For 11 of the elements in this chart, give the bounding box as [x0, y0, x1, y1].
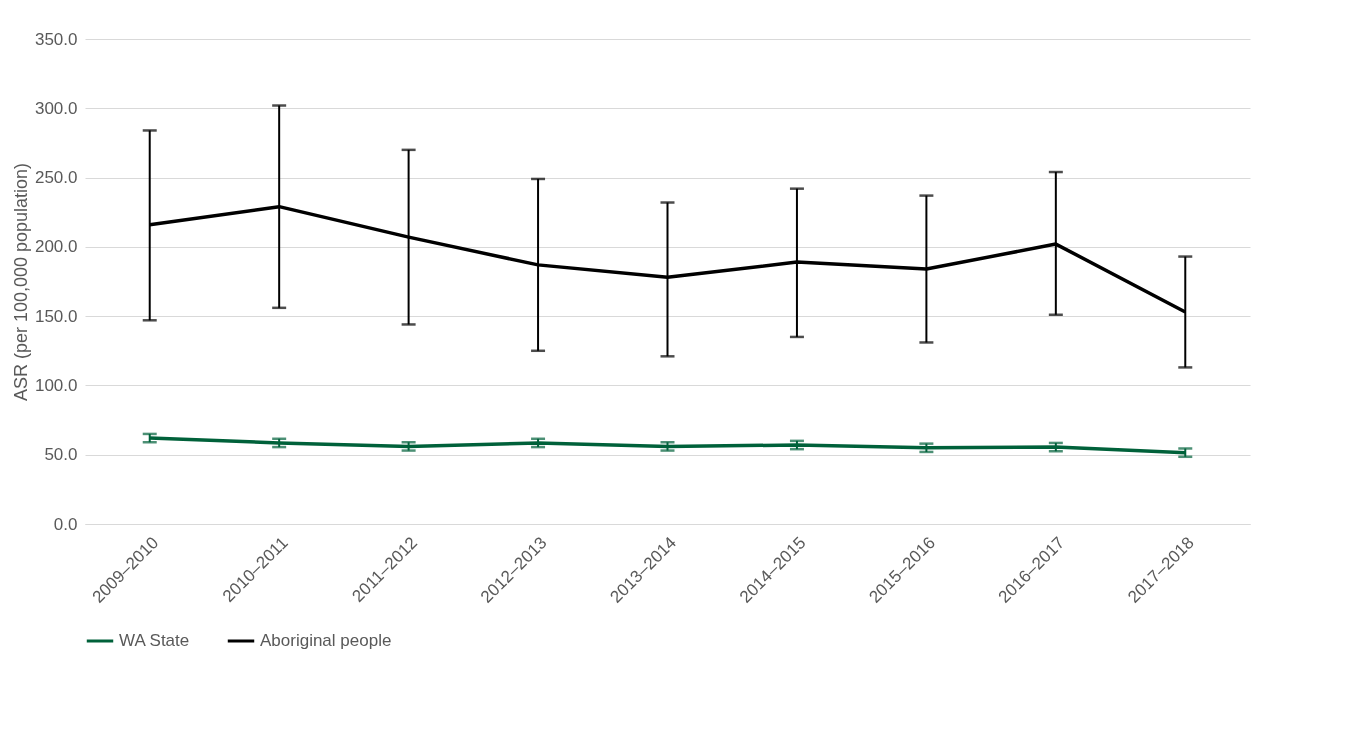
y-tick-label: 300.0 — [34, 98, 78, 118]
legend-label: Aboriginal people — [260, 631, 392, 650]
y-tick-label: 350.0 — [34, 29, 78, 49]
y-tick-label: 50.0 — [44, 445, 78, 465]
y-tick-label: 200.0 — [34, 237, 78, 257]
y-tick-label: 250.0 — [34, 168, 78, 188]
legend-label: WA State — [119, 631, 190, 650]
y-axis-title: ASR (per 100,000 population) — [10, 162, 31, 402]
y-tick-label: 0.0 — [53, 514, 78, 534]
y-tick-label: 150.0 — [34, 306, 78, 326]
y-tick-label: 100.0 — [34, 375, 78, 395]
